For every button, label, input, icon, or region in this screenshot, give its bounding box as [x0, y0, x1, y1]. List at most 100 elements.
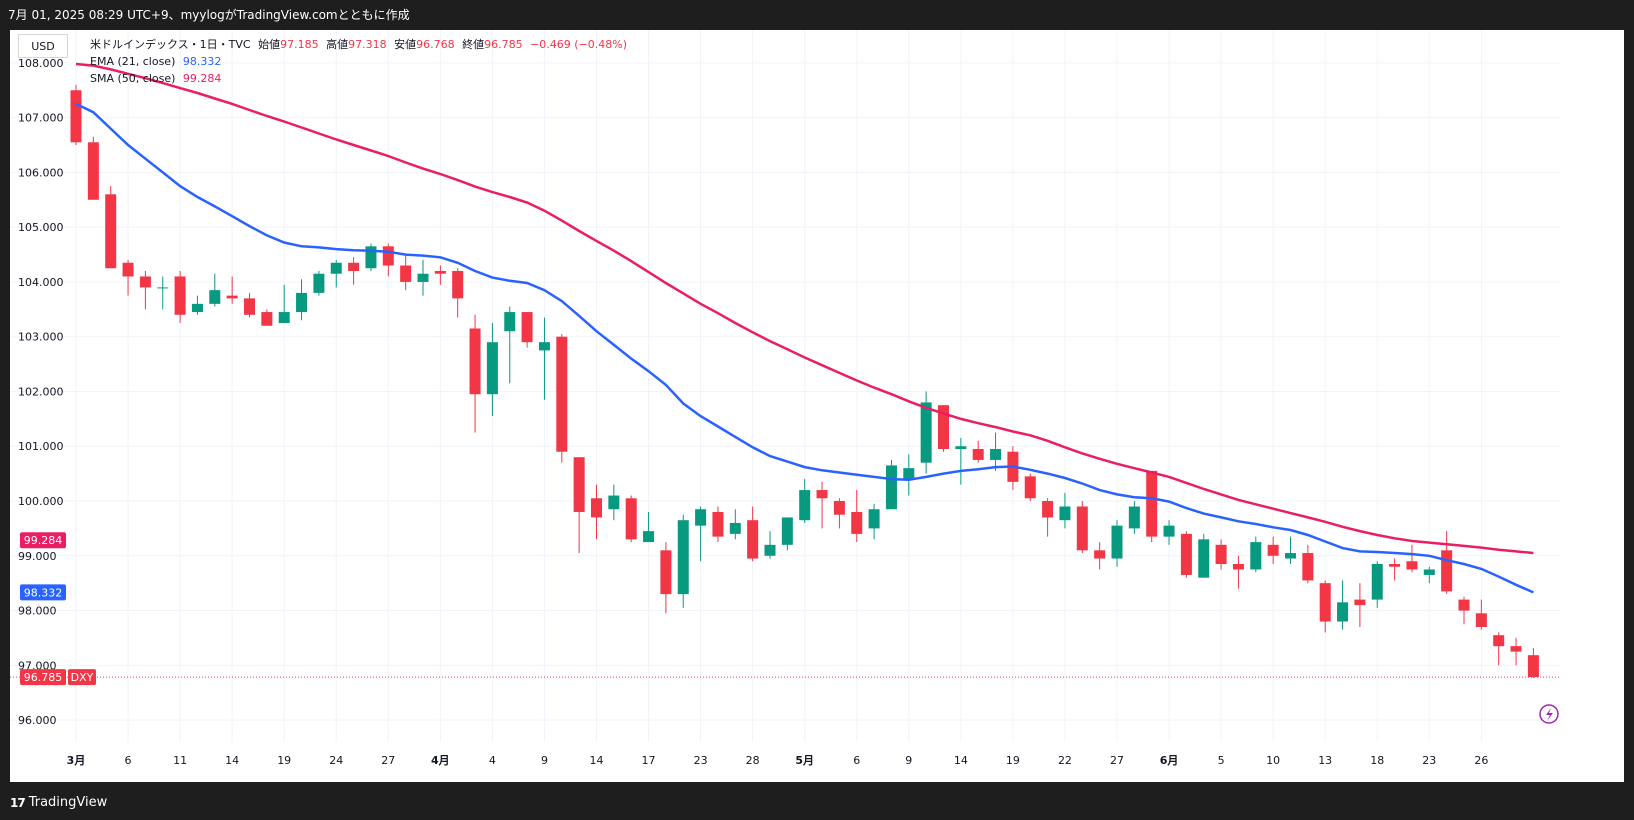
brand-name: TradingView [28, 795, 108, 810]
lightning-icon [1539, 704, 1559, 724]
candle [660, 542, 672, 614]
candle [1250, 536, 1262, 573]
candle-body [885, 465, 897, 510]
close-price-marker-text: 96.785 [24, 671, 63, 684]
y-tick-label: 97.000 [18, 659, 57, 672]
candle [1198, 533, 1210, 578]
y-tick-label: 102.000 [18, 385, 64, 398]
candle-body [903, 468, 915, 480]
candle [1024, 473, 1036, 502]
candle [87, 136, 99, 200]
candle [296, 279, 308, 321]
candle-body [504, 312, 516, 332]
candle [139, 270, 151, 310]
candle [747, 506, 759, 562]
candle-body [261, 312, 273, 326]
candle [608, 484, 620, 521]
candle [729, 509, 741, 540]
candle [591, 484, 602, 540]
high-value: 97.318 [348, 38, 387, 51]
candle [434, 265, 446, 285]
candle-body [712, 511, 724, 537]
candle-body [677, 520, 689, 595]
candle [816, 481, 828, 529]
candle-body [434, 270, 446, 274]
candle-body [573, 457, 585, 512]
candle [1406, 544, 1418, 573]
currency-selector[interactable]: USD [18, 34, 68, 58]
candle [417, 260, 429, 296]
candle-body [348, 262, 360, 271]
candlestick-chart[interactable]: 108.000 107.000 106.000 105.000 104.000 103.0… [10, 30, 1624, 782]
x-tick-label: 11 [173, 754, 187, 767]
candle-body [955, 446, 967, 449]
candle-body [1094, 550, 1106, 559]
legend-symbol[interactable]: 米ドルインデックス・1日・TVC [90, 38, 251, 51]
candle-body [226, 295, 238, 299]
candle-body [365, 246, 377, 269]
candle-body [486, 342, 498, 395]
change-value: −0.469 (−0.48%) [530, 38, 628, 51]
candle [400, 254, 412, 291]
candle-body [382, 246, 394, 266]
candle-body [1215, 544, 1227, 564]
candle-body [452, 270, 464, 299]
high-label: 高値 [326, 38, 349, 51]
candle [1232, 555, 1244, 589]
candle-body [556, 336, 568, 452]
candle-body [799, 490, 811, 521]
x-tick-label: 9 [541, 754, 548, 767]
x-tick-label: 6月 [1160, 754, 1179, 767]
candle [868, 503, 880, 540]
indicator-lines [75, 62, 1534, 594]
candle-body [1423, 569, 1435, 575]
legend-sma-row[interactable]: SMA (50, close) 99.284 [90, 70, 627, 87]
ema-label: EMA (21, close) [90, 55, 176, 68]
candle-body [1371, 564, 1383, 600]
y-tick-label: 101.000 [18, 440, 64, 453]
tradingview-logo[interactable]: 17 TradingView [10, 795, 107, 810]
candle-body [833, 501, 845, 515]
candle [521, 312, 533, 348]
x-tick-label: 13 [1318, 754, 1332, 767]
candle-body [174, 276, 186, 315]
chart-area[interactable]: 108.000 107.000 106.000 105.000 104.000 103.0… [10, 30, 1624, 782]
ema-price-marker-text: 98.332 [24, 586, 63, 599]
candle [1389, 558, 1401, 581]
candle [1493, 632, 1505, 666]
candle-body [695, 509, 707, 526]
close-label: 終値 [462, 38, 485, 51]
y-tick-label: 105.000 [18, 221, 64, 234]
close-price-marker-tag: DXY [71, 671, 94, 684]
candle-body [157, 287, 169, 289]
y-tick-label: 108.000 [18, 57, 64, 70]
legend: 米ドルインデックス・1日・TVC 始値97.185 高値97.318 安値96.… [90, 36, 627, 87]
y-tick-label: 107.000 [18, 112, 64, 125]
candle-body [764, 544, 776, 556]
x-tick-label: 19 [277, 754, 291, 767]
ema-value: 98.332 [182, 55, 222, 68]
candle-body [851, 511, 863, 534]
legend-ema-row[interactable]: EMA (21, close) 98.332 [90, 53, 627, 70]
candle-body [1076, 506, 1088, 551]
candle-body [278, 312, 290, 324]
candle-body [868, 509, 880, 529]
candle [157, 276, 169, 310]
x-tick-label: 3月 [67, 754, 86, 767]
candle-body [1232, 564, 1244, 570]
candle-body [591, 498, 602, 518]
candle-body [313, 273, 325, 293]
candle-body [781, 517, 793, 545]
candle [365, 243, 377, 271]
candle-body [643, 531, 655, 543]
candle-body [1389, 564, 1401, 567]
candle [972, 440, 984, 463]
y-tick-label: 99.000 [18, 550, 57, 563]
candle [191, 295, 203, 315]
x-tick-label: 6 [853, 754, 860, 767]
candle-body [538, 342, 550, 351]
candle [1267, 536, 1279, 564]
candle [1146, 470, 1158, 543]
candle [504, 306, 516, 384]
sma-value: 99.284 [182, 72, 222, 85]
